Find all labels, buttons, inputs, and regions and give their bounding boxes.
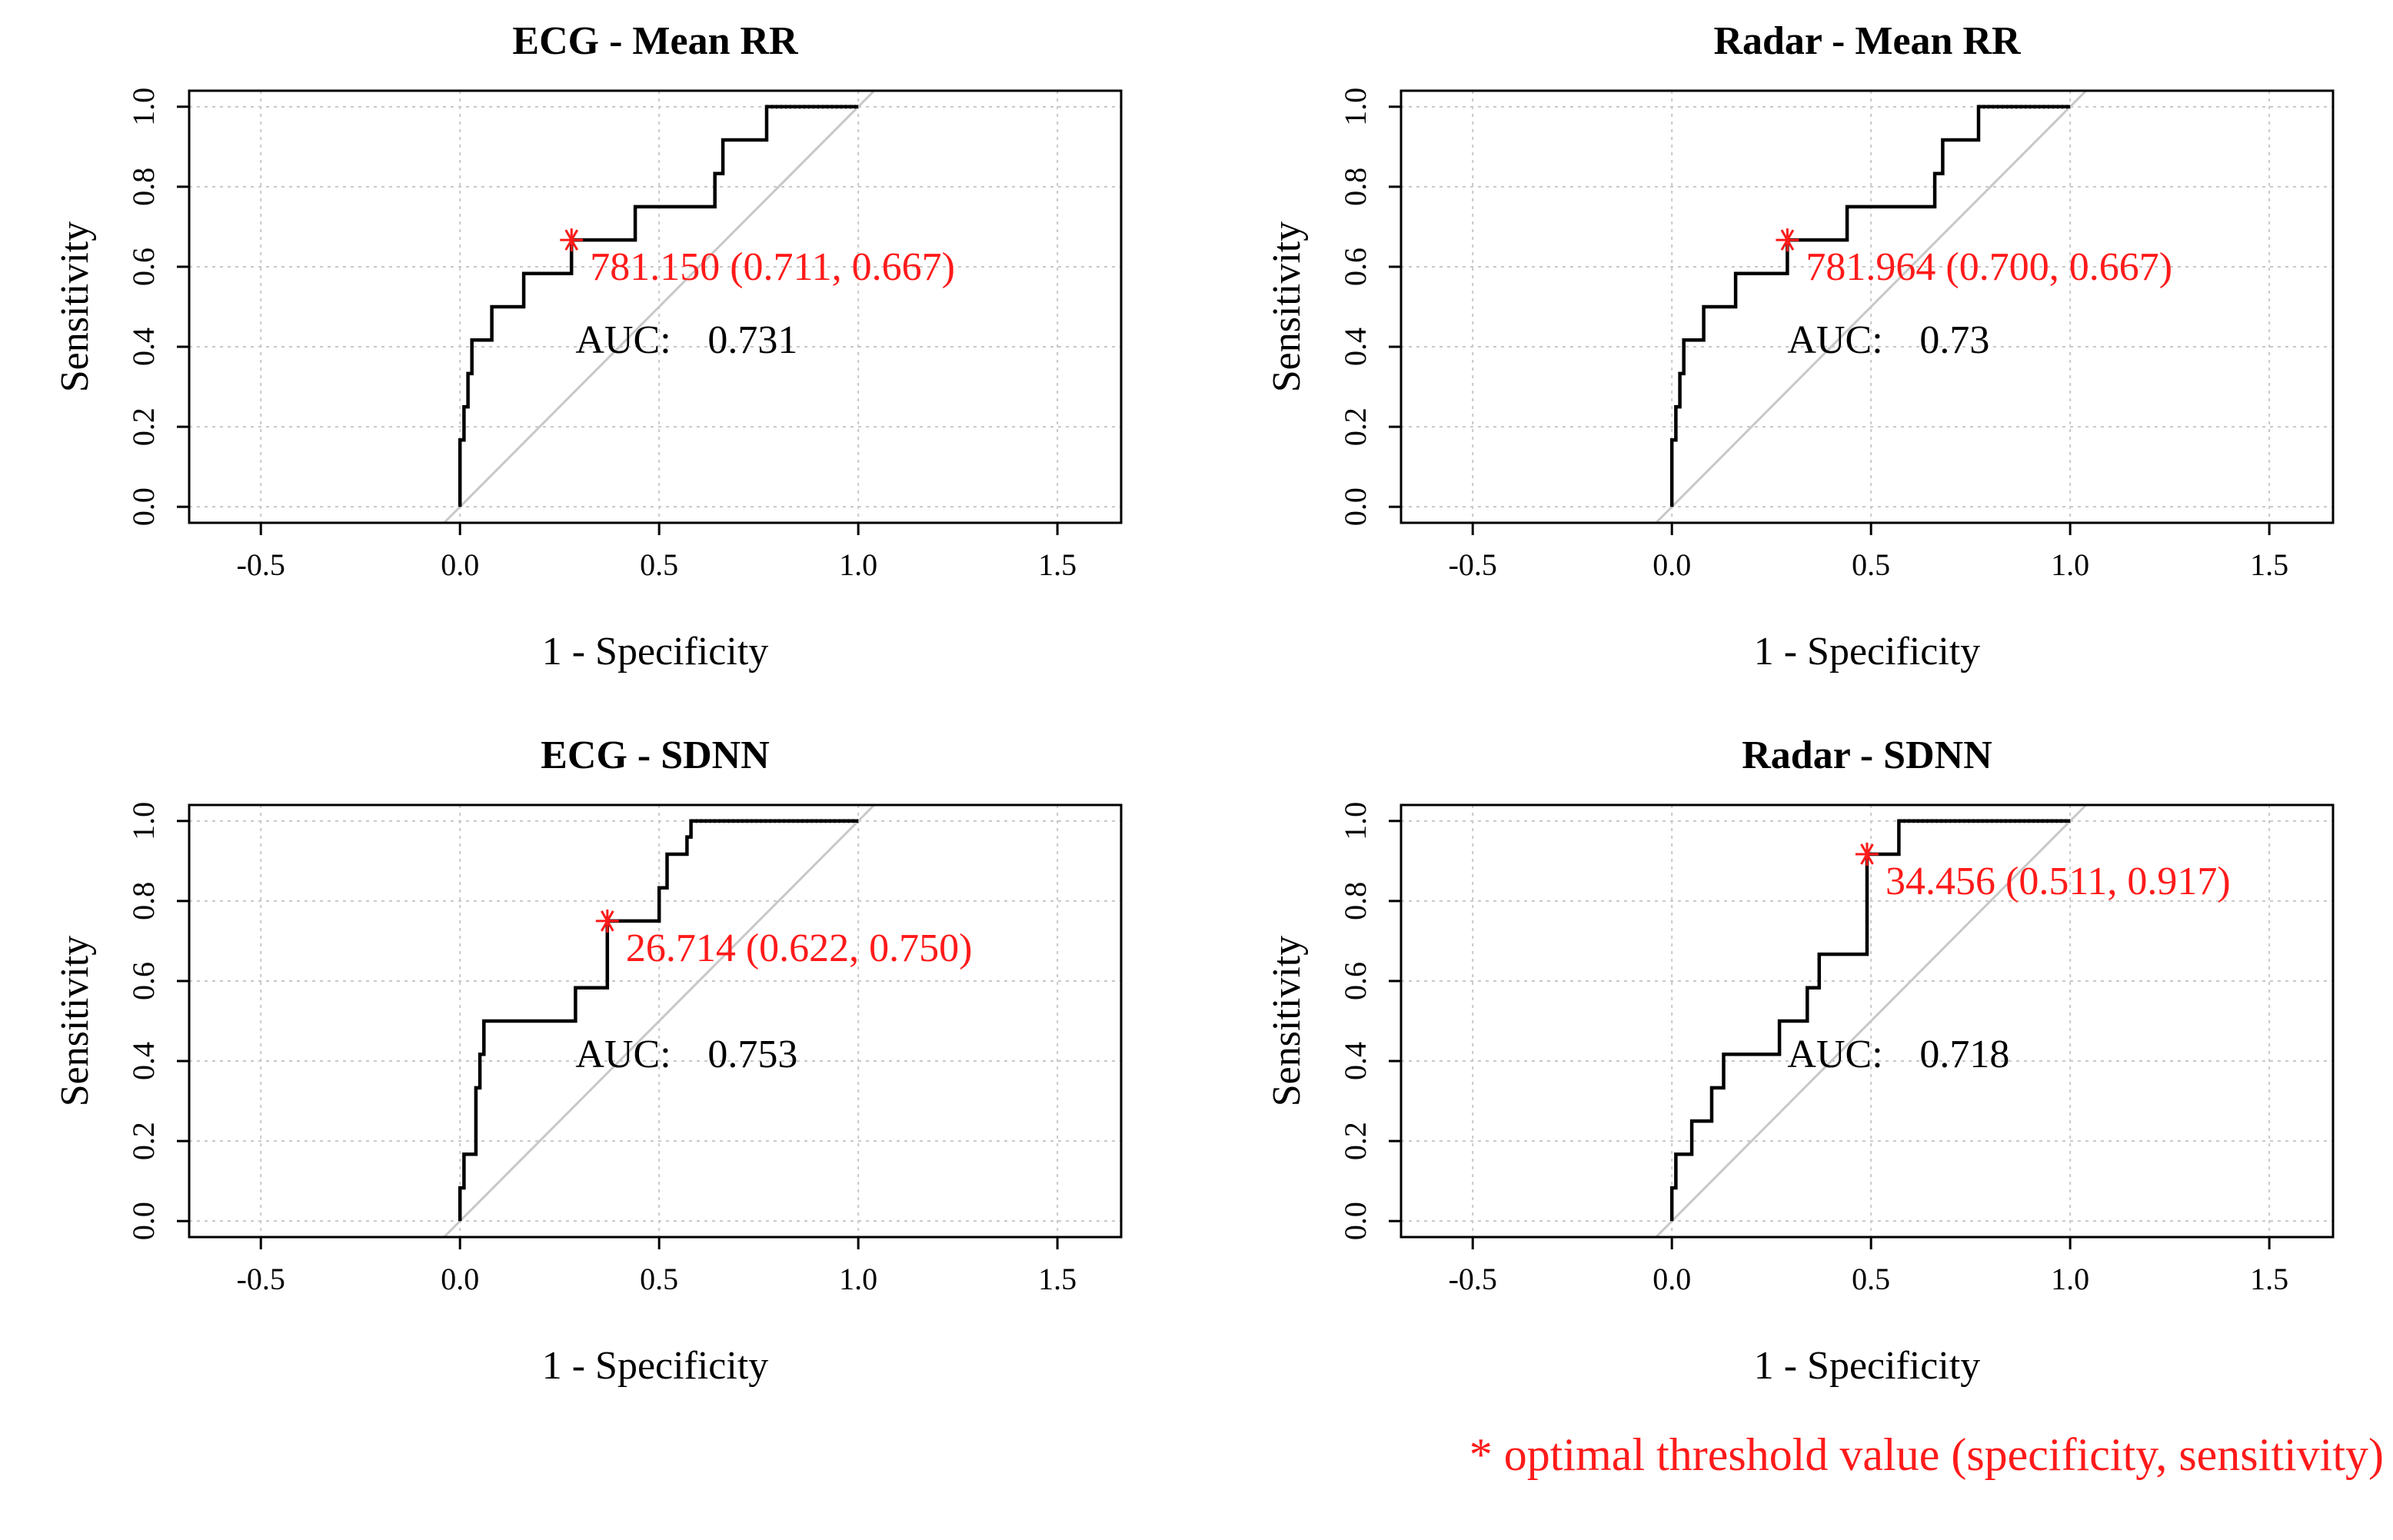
y-tick-label: 0.2 [1338,1122,1373,1160]
footnote: * optimal threshold value (specificity, … [1469,1429,2384,1480]
x-tick-label: 1.0 [2051,1262,2089,1296]
optimal-threshold-marker [560,228,584,252]
x-tick-label: 0.0 [1652,547,1691,582]
plot-frame [188,89,1123,524]
diagonal-reference-line [443,803,875,1239]
chart-title: Radar - SDNN [1742,733,1992,777]
x-tick-label: 0.5 [1852,547,1890,582]
y-tick-label: 1.0 [1338,802,1373,840]
x-axis-label: 1 - Specificity [1754,630,1981,674]
y-axis-label: Sensitivity [1265,936,1309,1106]
optimal-threshold-label: 781.150 (0.711, 0.667) [590,245,955,289]
x-tick-label: 1.0 [839,547,877,582]
x-axis-label: 1 - Specificity [1754,1344,1981,1388]
optimal-threshold-label: 34.456 (0.511, 0.917) [1885,860,2231,903]
y-tick-label: 0.0 [126,487,161,526]
y-tick-label: 0.4 [1338,1042,1373,1080]
optimal-threshold-label: 26.714 (0.622, 0.750) [626,926,973,970]
plot-frame [1400,89,2335,524]
roc-panel-radar-sdnn: -0.5 0.0 0.5 1.0 1.5 0.0 0.2 0.4 0.6 0.8 1.0 Radar … [1265,733,2335,1388]
chart-title: Radar - Mean RR [1713,19,2022,63]
y-tick-label: 0.6 [1338,248,1373,286]
diagonal-reference-line [443,89,875,524]
x-tick-label: 1.5 [1038,1262,1077,1296]
x-tick-label: 0.0 [1652,1262,1691,1296]
roc-panel-radar-mean-rr: -0.5 0.0 0.5 1.0 1.5 0.0 0.2 0.4 0.6 0.8 1.0 Radar … [1265,19,2335,674]
roc-curve [1669,105,2071,507]
y-tick-label: 0.8 [126,168,161,206]
x-tick-label: -0.5 [1449,547,1497,582]
roc-panel-ecg-mean-rr: -0.5 0.0 0.5 1.0 1.5 0.0 0.2 0.4 0.6 0.8 1.0 ECG - … [53,19,1123,674]
roc-panel-ecg-sdnn: -0.5 0.0 0.5 1.0 1.5 0.0 0.2 0.4 0.6 0.8 1.0 ECG - … [53,733,1123,1388]
x-tick-label: 1.0 [839,1262,877,1296]
chart-title: ECG - SDNN [541,733,770,777]
plot-frame [188,803,1123,1239]
diagonal-reference-line [1655,803,2087,1239]
y-tick-label: 0.2 [126,1122,161,1160]
auc-label: AUC: [1787,1033,1882,1076]
roc-curve [1669,819,2071,1222]
y-tick-label: 0.6 [126,248,161,286]
y-tick-label: 1.0 [126,802,161,840]
auc-label: AUC: [1787,318,1882,362]
x-tick-label: -0.5 [237,1262,285,1296]
optimal-threshold-marker [595,909,619,933]
y-tick-label: 0.6 [1338,962,1373,1000]
y-tick-label: 0.0 [1338,1202,1373,1240]
roc-curve [458,819,859,1222]
plot-frame [1400,803,2335,1239]
x-tick-label: 1.5 [1038,547,1077,582]
y-axis-label: Sensitivity [53,936,97,1106]
auc-value: 0.731 [707,318,797,362]
y-tick-label: 0.8 [1338,882,1373,920]
x-tick-label: 1.0 [2051,547,2089,582]
x-tick-label: 0.5 [640,547,678,582]
optimal-threshold-marker [1855,843,1879,866]
diagonal-reference-line [1655,89,2087,524]
x-tick-label: -0.5 [237,547,285,582]
x-tick-label: 0.5 [640,1262,678,1296]
auc-value: 0.718 [1919,1033,2009,1076]
y-axis-label: Sensitivity [1265,221,1309,392]
y-tick-label: 0.4 [1338,328,1373,366]
y-tick-label: 0.2 [1338,407,1373,446]
y-axis-label: Sensitivity [53,221,97,392]
y-tick-label: 0.4 [126,328,161,366]
x-tick-label: 0.0 [441,1262,479,1296]
auc-value: 0.73 [1919,318,1989,362]
x-tick-label: -0.5 [1449,1262,1497,1296]
x-axis-label: 1 - Specificity [542,630,769,674]
roc-curve [458,105,859,507]
optimal-threshold-label: 781.964 (0.700, 0.667) [1806,245,2172,289]
x-tick-label: 0.0 [441,547,479,582]
y-tick-label: 0.4 [126,1042,161,1080]
auc-label: AUC: [575,318,671,362]
y-tick-label: 0.0 [126,1202,161,1240]
y-tick-label: 0.8 [126,882,161,920]
y-tick-label: 0.6 [126,962,161,1000]
x-tick-label: 0.5 [1852,1262,1890,1296]
auc-label: AUC: [575,1033,671,1076]
y-tick-label: 0.2 [126,407,161,446]
chart-title: ECG - Mean RR [512,19,799,63]
auc-value: 0.753 [707,1033,797,1076]
x-tick-label: 1.5 [2250,1262,2288,1296]
y-tick-label: 1.0 [126,88,161,126]
x-tick-label: 1.5 [2250,547,2288,582]
y-tick-label: 0.8 [1338,168,1373,206]
optimal-threshold-marker [1776,228,1799,252]
y-tick-label: 0.0 [1338,487,1373,526]
y-tick-label: 1.0 [1338,88,1373,126]
x-axis-label: 1 - Specificity [542,1344,769,1388]
